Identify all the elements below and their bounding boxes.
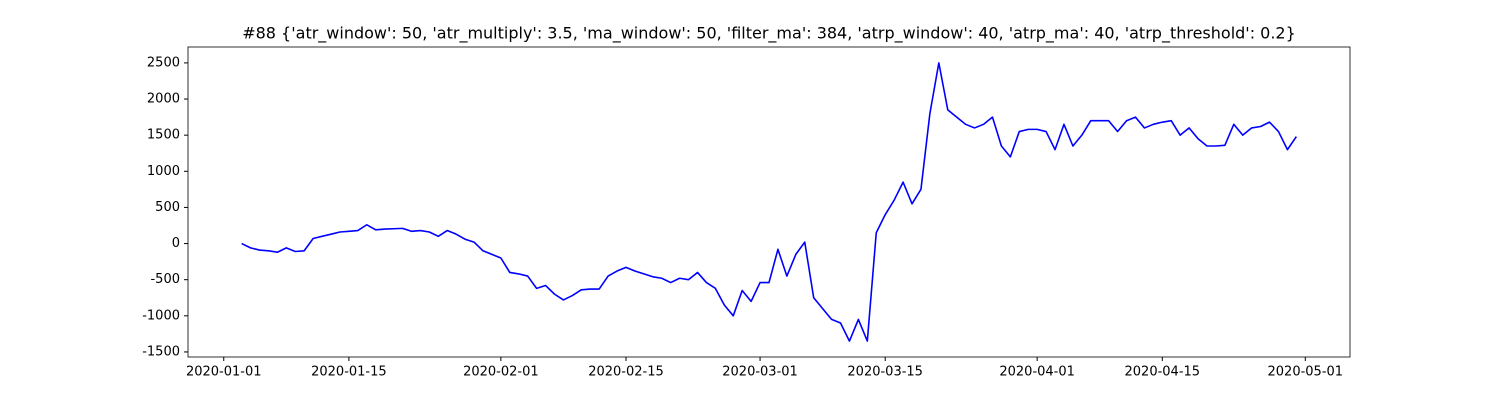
x-tick-label: 2020-03-01 xyxy=(722,365,798,380)
x-tick-label: 2020-02-01 xyxy=(463,365,539,380)
y-tick-label: 500 xyxy=(155,200,180,215)
y-tick-label: -500 xyxy=(150,272,180,287)
y-tick-label: 2000 xyxy=(147,92,180,107)
chart-title: #88 {'atr_window': 50, 'atr_multiply': 3… xyxy=(242,24,1296,44)
x-tick-label: 2020-02-15 xyxy=(588,365,664,380)
y-tick-label: -1000 xyxy=(142,308,180,323)
x-tick-label: 2020-05-01 xyxy=(1268,365,1344,380)
x-tick-label: 2020-03-15 xyxy=(847,365,923,380)
y-tick-label: 0 xyxy=(172,236,180,251)
x-tick-label: 2020-04-01 xyxy=(999,365,1075,380)
x-tick-label: 2020-01-01 xyxy=(186,365,262,380)
y-tick-label: 1500 xyxy=(147,128,180,143)
x-tick-label: 2020-01-15 xyxy=(311,365,387,380)
plot-frame xyxy=(187,46,1351,358)
y-tick-label: 1000 xyxy=(147,164,180,179)
y-tick-label: -1500 xyxy=(142,344,180,359)
data-line xyxy=(241,62,1298,342)
y-tick-label: 2500 xyxy=(147,55,180,70)
x-tick-label: 2020-04-15 xyxy=(1125,365,1201,380)
